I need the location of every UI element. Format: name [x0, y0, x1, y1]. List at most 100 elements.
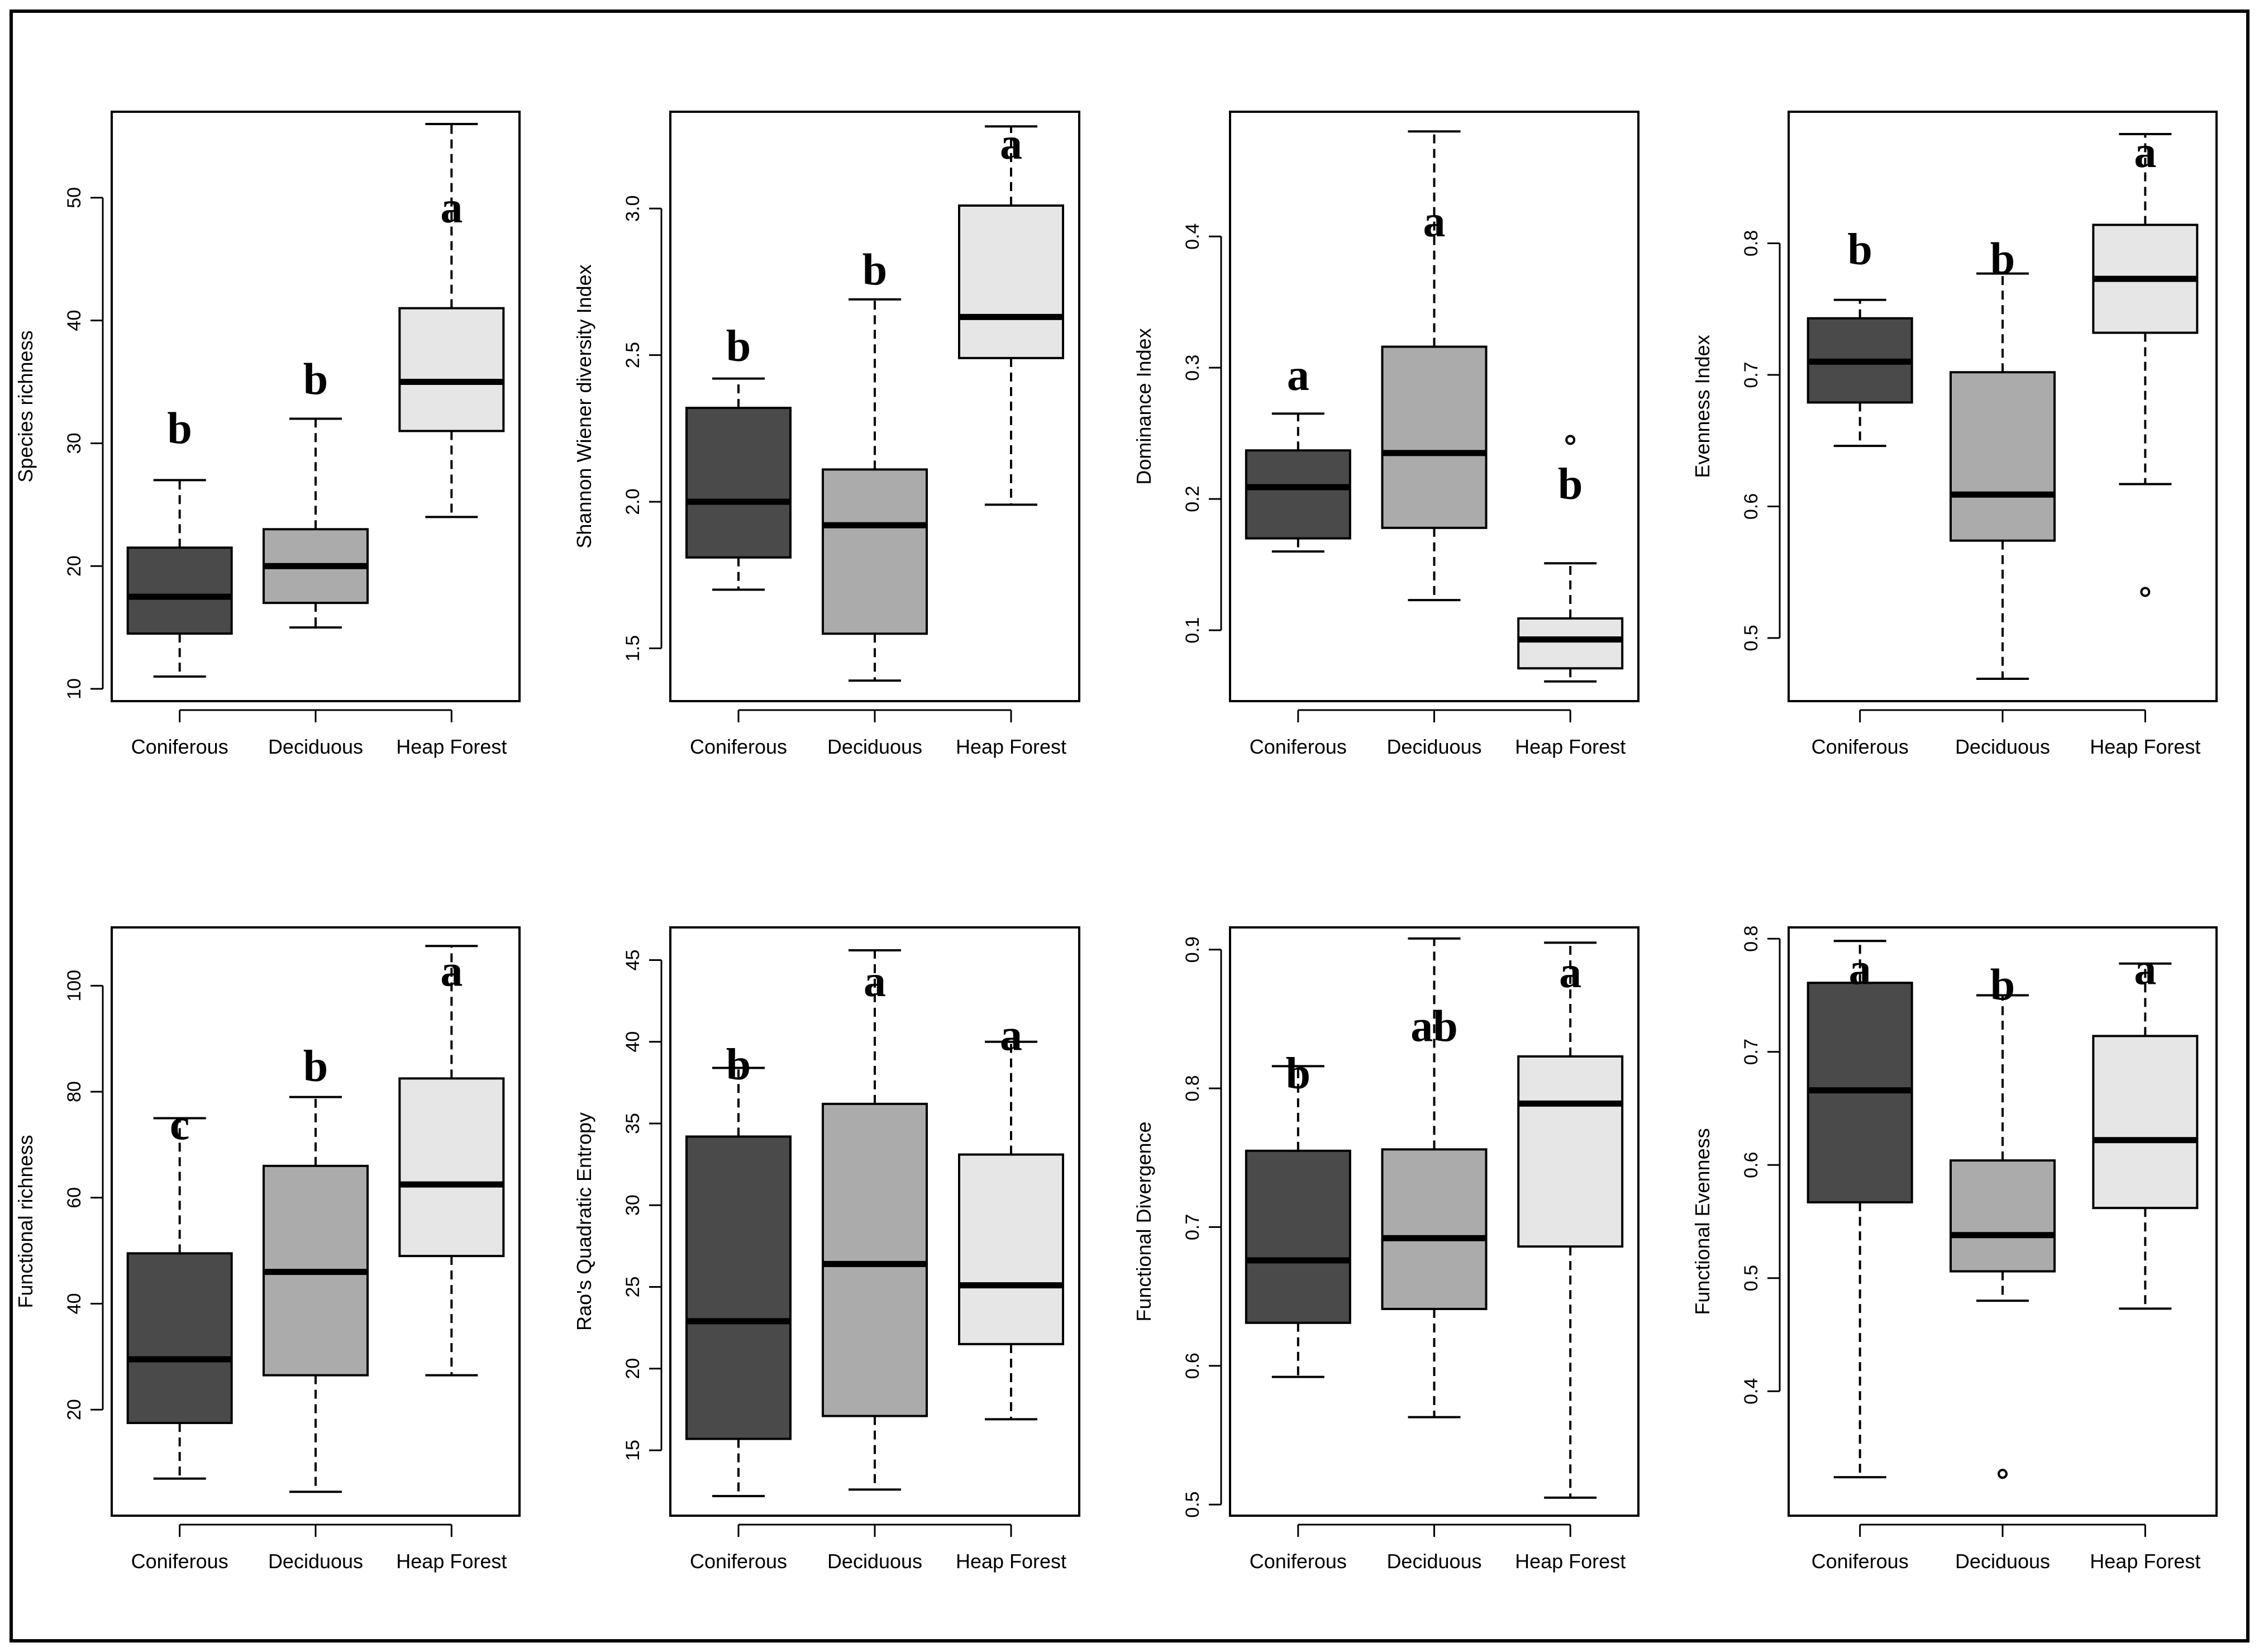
y-tick-label: 15 [622, 1440, 644, 1461]
iqr-box [1950, 371, 2056, 542]
y-axis-label: Functional Divergence [1132, 1121, 1155, 1321]
y-tick-label: 0.5 [1741, 625, 1762, 651]
y-tick-label: 0.7 [1741, 1039, 1762, 1065]
box-coniferous [1245, 412, 1351, 553]
box-deciduous [263, 417, 369, 629]
x-tick-label: Deciduous [1386, 735, 1481, 758]
y-tick-label: 30 [64, 433, 85, 454]
outlier-point [1998, 1469, 2008, 1479]
significance-letter: ab [1410, 1002, 1458, 1051]
significance-letter: a [1000, 1011, 1022, 1060]
y-tick-label: 20 [64, 555, 85, 577]
plot-frame [1229, 926, 1640, 1517]
y-tick-label: 0.5 [1182, 1491, 1203, 1517]
iqr-box [126, 546, 233, 635]
iqr-box [398, 1077, 505, 1258]
significance-letter: a [440, 946, 463, 996]
box-deciduous [1950, 272, 2056, 680]
iqr-box [1381, 1148, 1488, 1310]
significance-letter: a [1559, 948, 1581, 997]
iqr-box [126, 1252, 233, 1424]
box-heap-forest [398, 122, 505, 518]
significance-letter: c [170, 1100, 190, 1149]
plot-frame [1788, 926, 2218, 1517]
box-coniferous [126, 479, 233, 678]
iqr-box [1517, 1055, 1624, 1248]
x-tick-label: Deciduous [827, 1550, 922, 1573]
box-deciduous [1381, 937, 1488, 1418]
y-tick-label: 0.9 [1182, 936, 1203, 963]
iqr-box [685, 1135, 792, 1440]
y-tick-label: 0.8 [1741, 230, 1762, 256]
y-tick-label: 0.6 [1741, 493, 1762, 520]
y-tick-label: 0.5 [1741, 1265, 1762, 1291]
plot-frame [669, 926, 1080, 1517]
box-deciduous [1950, 994, 2056, 1479]
significance-letter: a [2134, 945, 2156, 994]
x-tick-label: Deciduous [1386, 1550, 1481, 1573]
box-deciduous [1381, 130, 1488, 602]
y-tick-label: 2.0 [622, 488, 644, 515]
panel-8: a b a 0.4 0.5 0.6 0.7 0.8 Coniferous Deciduous Hea… [1691, 926, 2218, 1573]
x-tick-label: Heap Forest [956, 1550, 1066, 1573]
iqr-box [822, 1102, 928, 1417]
panel-5: c b a 20 40 60 80 100 Coniferous Deciduous Heap Fo… [14, 926, 521, 1573]
panel-1: b b a 10 20 30 40 50 Coniferous Deciduous Heap For… [14, 111, 521, 758]
iqr-box [685, 407, 792, 559]
significance-letter: a [1849, 945, 1871, 994]
significance-letter: b [1990, 235, 2015, 284]
x-tick-label: Coniferous [1250, 735, 1347, 758]
y-tick-label: 0.8 [1182, 1075, 1203, 1101]
y-tick-label: 0.4 [1741, 1378, 1762, 1405]
box-coniferous [685, 1067, 792, 1497]
y-tick-label: 0.7 [1741, 361, 1762, 388]
y-tick-label: 50 [64, 187, 85, 208]
y-tick-label: 40 [622, 1031, 644, 1053]
iqr-box [1950, 1159, 2056, 1273]
x-tick-label: Coniferous [1812, 735, 1909, 758]
iqr-box [1517, 617, 1624, 670]
box-deciduous [822, 298, 928, 682]
panel-4: b b a 0.5 0.6 0.7 0.8 Coniferous Deciduous Heap F… [1691, 111, 2218, 758]
x-tick-label: Coniferous [131, 1550, 228, 1573]
y-tick-label: 80 [64, 1081, 85, 1102]
significance-letter: a [440, 183, 463, 232]
y-tick-label: 3.0 [622, 196, 644, 222]
box-deciduous [263, 1096, 369, 1493]
x-tick-label: Deciduous [268, 735, 363, 758]
y-axis-label: Functional Evenness [1691, 1128, 1714, 1315]
significance-letter: b [862, 246, 888, 295]
significance-letter: b [167, 404, 192, 453]
box-coniferous [126, 1117, 233, 1480]
panel-3: a a b 0.1 0.2 0.3 0.4 Coniferous Deciduous Heap F… [1132, 111, 1640, 758]
box-heap-forest [1517, 435, 1624, 683]
y-tick-label: 100 [64, 970, 85, 1002]
y-tick-label: 0.6 [1182, 1353, 1203, 1379]
iqr-box [958, 1153, 1064, 1345]
y-tick-label: 45 [622, 950, 644, 971]
x-tick-label: Coniferous [690, 735, 787, 758]
significance-letter: b [303, 355, 328, 404]
x-tick-label: Heap Forest [956, 735, 1066, 758]
iqr-box [398, 307, 505, 432]
x-tick-label: Deciduous [827, 735, 922, 758]
significance-letter: b [726, 1040, 751, 1089]
y-tick-label: 60 [64, 1187, 85, 1208]
significance-letter: b [726, 322, 751, 371]
x-tick-label: Deciduous [268, 1550, 363, 1573]
box-heap-forest [2092, 962, 2199, 1310]
x-tick-label: Deciduous [1955, 1550, 2050, 1573]
iqr-box [1381, 345, 1488, 529]
y-tick-label: 40 [64, 1293, 85, 1315]
x-tick-label: Coniferous [1250, 1550, 1347, 1573]
plot-frame [111, 111, 521, 702]
panel-6: b a a 15 20 25 30 35 40 45 Coniferous Deciduous Heap… [573, 926, 1080, 1573]
y-tick-label: 0.8 [1741, 926, 1762, 952]
y-axis-label: Dominance Index [1132, 328, 1155, 484]
y-tick-label: 0.2 [1182, 486, 1203, 512]
y-tick-label: 30 [622, 1194, 644, 1216]
y-tick-label: 0.4 [1182, 223, 1203, 250]
plot-frame [1788, 111, 2218, 702]
x-tick-label: Deciduous [1955, 735, 2050, 758]
